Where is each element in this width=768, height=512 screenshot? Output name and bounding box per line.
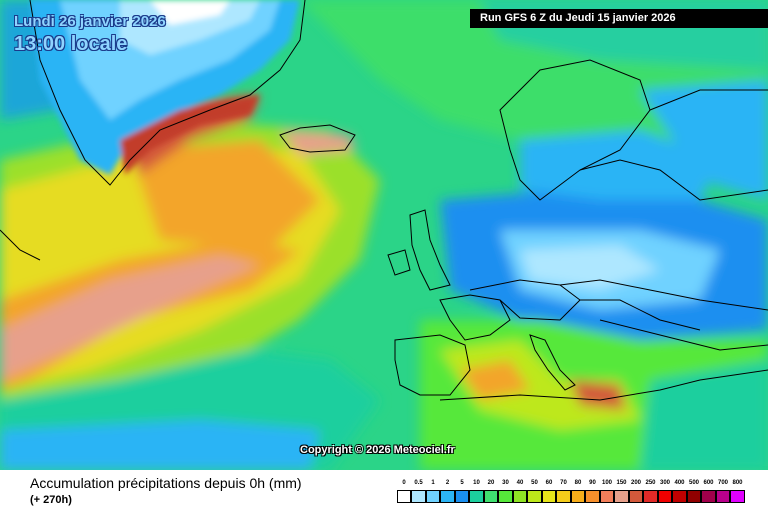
legend-swatch bbox=[469, 490, 484, 503]
legend-swatch bbox=[498, 490, 513, 503]
legend-label: 5 bbox=[460, 480, 464, 486]
legend-label: 150 bbox=[616, 480, 627, 486]
legend-label: 400 bbox=[674, 480, 685, 486]
legend-swatch bbox=[556, 490, 571, 503]
legend-swatch bbox=[541, 490, 557, 503]
forecast-date: Lundi 26 janvier 2026 bbox=[14, 13, 166, 30]
legend-swatch bbox=[599, 490, 615, 503]
legend-swatch bbox=[657, 490, 673, 503]
legend-swatch bbox=[585, 490, 600, 503]
legend-label: 80 bbox=[574, 480, 582, 486]
legend-swatch bbox=[715, 490, 731, 503]
legend-swatch bbox=[425, 490, 441, 503]
forecast-lead-time: (+ 270h) bbox=[30, 494, 72, 506]
legend-swatch bbox=[396, 490, 412, 503]
legend-label: 200 bbox=[630, 480, 642, 486]
map-footer: Accumulation précipitations depuis 0h (m… bbox=[0, 470, 768, 512]
legend-label: 10 bbox=[473, 480, 480, 486]
legend-swatch bbox=[440, 490, 455, 503]
legend-label: 250 bbox=[645, 480, 656, 486]
map-graphic bbox=[0, 0, 768, 470]
legend-label: 90 bbox=[589, 480, 596, 486]
legend-swatch bbox=[730, 490, 745, 503]
legend-label: 70 bbox=[560, 480, 567, 486]
legend-label: 60 bbox=[545, 480, 553, 486]
legend-swatch bbox=[527, 490, 542, 503]
copyright-notice: Copyright © 2026 Meteociel.fr bbox=[300, 444, 455, 456]
legend-label: 500 bbox=[688, 480, 700, 486]
legend-label: 700 bbox=[717, 480, 729, 486]
legend-swatch bbox=[483, 490, 499, 503]
legend-label: 2 bbox=[445, 480, 450, 486]
legend-label: 0.5 bbox=[414, 480, 423, 486]
model-run-label: Run GFS 6 Z du Jeudi 15 janvier 2026 bbox=[470, 9, 768, 28]
legend-label: 1 bbox=[431, 480, 435, 486]
legend-label: 30 bbox=[502, 480, 509, 486]
legend-swatch bbox=[570, 490, 586, 503]
legend-swatch bbox=[686, 490, 702, 503]
legend-label: 50 bbox=[531, 480, 538, 486]
map-title: Accumulation précipitations depuis 0h (m… bbox=[30, 475, 302, 491]
legend-label: 300 bbox=[659, 480, 671, 486]
legend-swatch bbox=[411, 490, 426, 503]
precipitation-map: Lundi 26 janvier 2026 13:00 locale Run G… bbox=[0, 0, 768, 470]
color-legend: 0 0.5 1 2 5 10 20 30 40 50 60 70 80 90 100 150 200 250 300… bbox=[396, 480, 752, 512]
legend-label: 0 bbox=[402, 480, 406, 486]
legend-label: 800 bbox=[732, 480, 743, 486]
legend-swatch bbox=[628, 490, 644, 503]
forecast-time: 13:00 locale bbox=[14, 33, 128, 55]
legend-swatch bbox=[672, 490, 687, 503]
legend-label: 600 bbox=[703, 480, 714, 486]
legend-swatch bbox=[643, 490, 658, 503]
legend-label: 40 bbox=[516, 480, 524, 486]
legend-swatch bbox=[512, 490, 528, 503]
legend-swatch bbox=[614, 490, 629, 503]
legend-label: 20 bbox=[487, 480, 495, 486]
legend-swatch bbox=[454, 490, 470, 503]
legend-label: 100 bbox=[601, 480, 613, 486]
legend-swatch bbox=[701, 490, 716, 503]
